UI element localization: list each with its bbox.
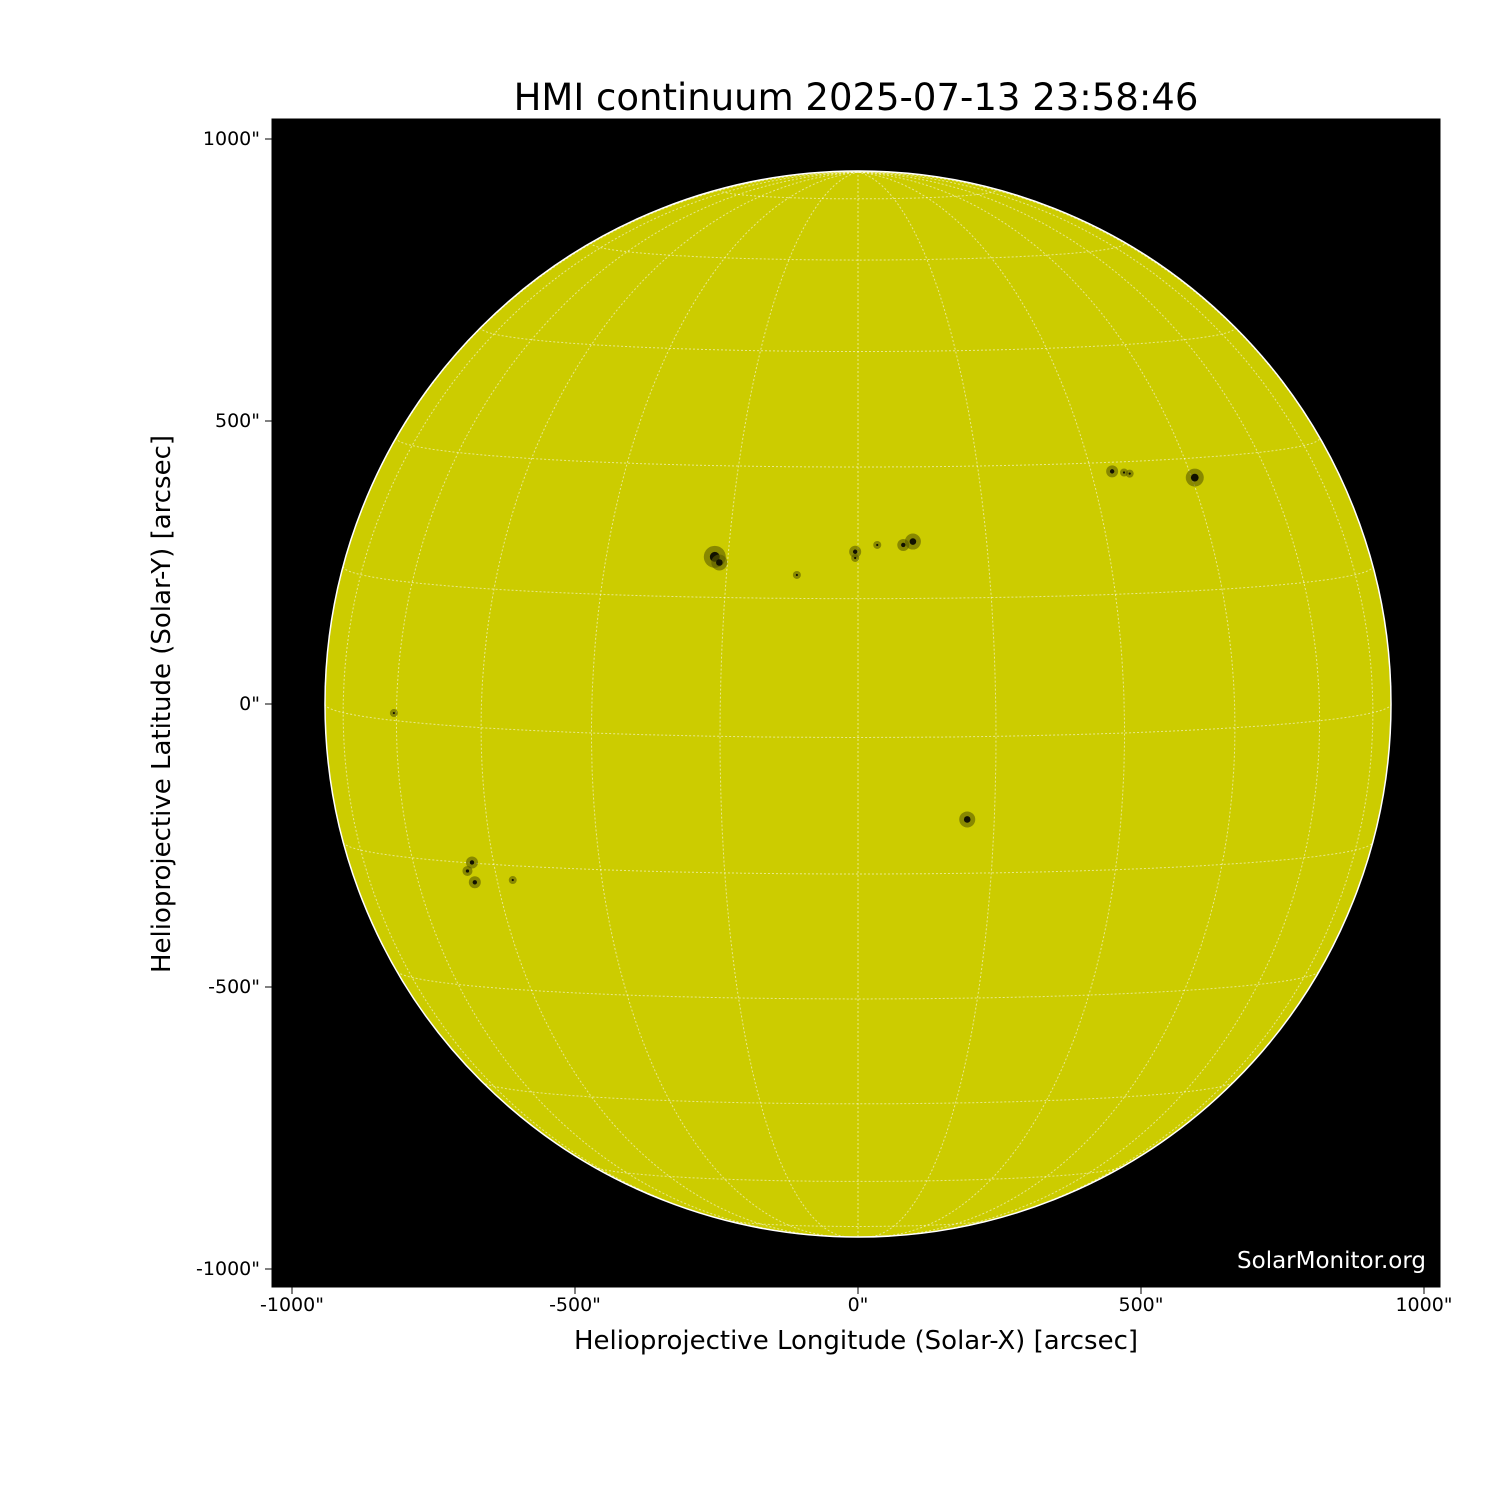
grid-line	[857, 171, 1125, 1237]
axes-frame	[271, 118, 1441, 1288]
grid-line	[857, 171, 1321, 1234]
sunspot-umbra	[469, 860, 475, 865]
grid-line	[857, 171, 1374, 1223]
sunspot-umbra	[465, 869, 470, 873]
grid-line	[719, 171, 859, 1238]
sunspot-umbra	[909, 538, 917, 545]
x-tick-label: 1000"	[1395, 1294, 1453, 1316]
sunspot-umbra	[963, 816, 971, 823]
y-axis-label: Helioprojective Latitude (Solar-Y) [arcs…	[147, 434, 177, 974]
tick-marks	[265, 138, 1425, 1294]
sunspot-umbra	[901, 542, 906, 548]
sunspot-umbra	[852, 549, 858, 554]
y-tick-label: -500"	[208, 976, 260, 998]
sunspots	[389, 465, 1204, 889]
sunspot-umbra	[472, 880, 478, 885]
grid-line	[591, 171, 859, 1237]
grid-line	[480, 171, 859, 1236]
sunspot-umbra	[1122, 471, 1126, 474]
grid-line	[395, 436, 1321, 468]
grid-line	[723, 1219, 993, 1227]
x-tick-label: 0"	[847, 1294, 869, 1316]
sunspot-umbra	[854, 556, 857, 560]
sunspot-umbra	[392, 711, 395, 715]
plot-title: HMI continuum 2025-07-13 23:58:46	[513, 76, 1199, 119]
sunspot-umbra	[876, 543, 879, 547]
grid-line	[481, 1081, 1235, 1105]
grid-line	[324, 703, 1392, 738]
grid-line	[342, 841, 1374, 875]
grid-line	[593, 1166, 1123, 1182]
x-tick-label: -500"	[549, 1294, 601, 1316]
x-tick-label: -1000"	[260, 1294, 324, 1316]
grid-line	[591, 241, 1125, 261]
sunspot-umbra	[795, 573, 798, 577]
grid-line	[480, 326, 1236, 352]
sunspot-umbra	[511, 878, 514, 882]
grid-line	[719, 189, 997, 200]
grid-line	[395, 171, 859, 1234]
grid-line	[857, 171, 997, 1238]
grid-line	[342, 171, 859, 1223]
x-axis-label: Helioprojective Longitude (Solar-X) [arc…	[573, 1326, 1139, 1356]
heliographic-grid	[324, 171, 1392, 1238]
y-tick-label: -1000"	[196, 1258, 260, 1280]
sunspot-umbra	[716, 559, 723, 566]
watermark: SolarMonitor.org	[1237, 1248, 1426, 1274]
x-tick-label: 500"	[1118, 1294, 1164, 1316]
y-tick-label: 1000"	[202, 128, 260, 150]
y-tick-label: 0"	[239, 693, 260, 715]
sunspot-umbra	[1190, 473, 1199, 482]
grid-line	[857, 171, 1236, 1236]
grid-line	[342, 566, 1374, 600]
sunspot-umbra	[1109, 469, 1115, 474]
sunspot-umbra	[1128, 472, 1131, 475]
y-tick-label: 500"	[214, 410, 260, 432]
